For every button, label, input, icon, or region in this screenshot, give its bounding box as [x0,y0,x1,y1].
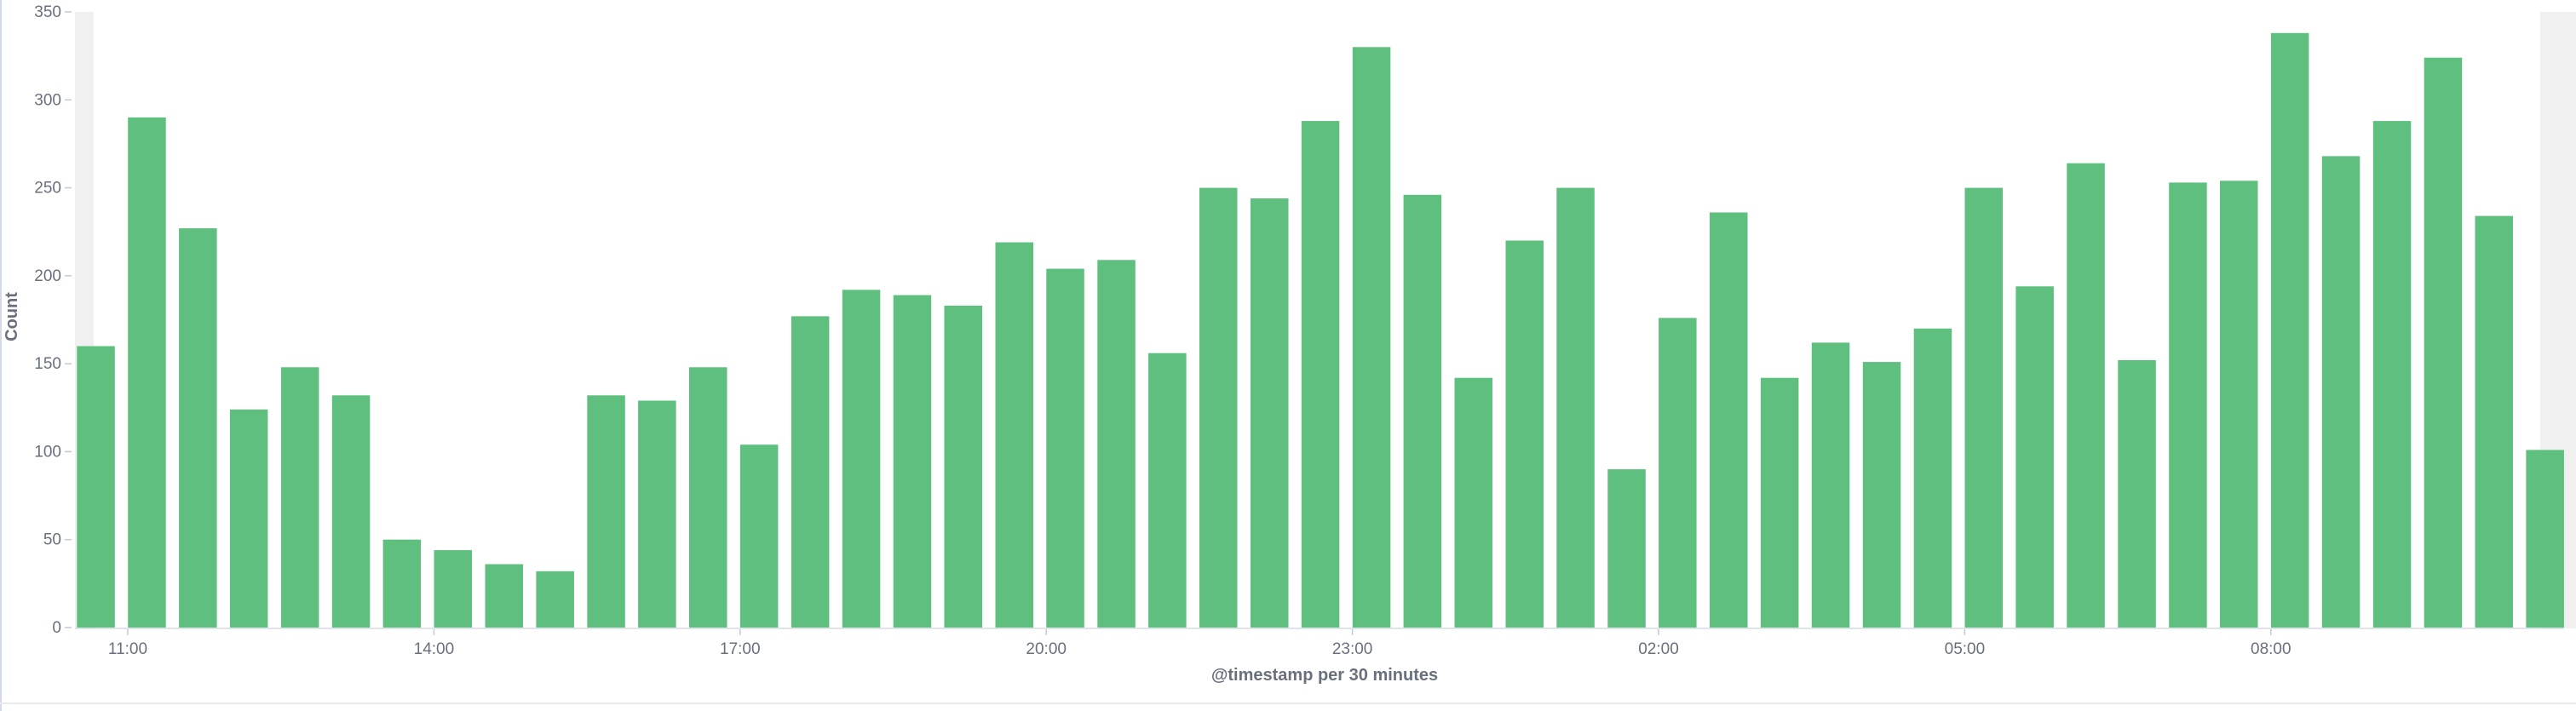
bar[interactable] [893,295,932,628]
y-tick-label: 200 [34,267,61,285]
bar[interactable] [382,539,422,628]
bar[interactable] [1760,377,1799,628]
bar[interactable] [995,242,1034,628]
bar[interactable] [638,400,676,628]
y-tick-label: 250 [34,180,61,198]
y-tick-label: 0 [52,619,61,637]
x-tick-label: 23:00 [1332,640,1373,658]
bar[interactable] [2067,163,2105,628]
y-axis-title: Count [3,292,21,341]
bar[interactable] [1607,469,1646,628]
y-tick-label: 50 [43,531,61,549]
bar[interactable] [842,290,881,628]
bar[interactable] [2169,182,2207,628]
y-tick-label: 100 [34,443,61,461]
bar[interactable] [1811,342,1850,628]
bar[interactable] [944,306,983,628]
bar[interactable] [2270,32,2309,628]
bar[interactable] [587,395,625,628]
bar[interactable] [2372,121,2412,628]
x-axis-title: @timestamp per 30 minutes [1211,666,1438,685]
bar[interactable] [1964,187,2004,628]
bar[interactable] [1659,318,1697,628]
x-tick-label: 17:00 [720,640,761,658]
bar[interactable] [1097,260,1136,628]
bar[interactable] [1862,362,1901,628]
y-tick-label: 350 [34,3,61,21]
bar[interactable] [1913,328,1952,628]
x-tick-label: 11:00 [108,640,147,658]
bar[interactable] [2526,450,2564,628]
x-axis: 11:00 14:00 17:00 20:00 23:00 02:00 05:00 08:00 [75,628,2564,658]
bar[interactable] [739,444,779,628]
bar[interactable] [2220,181,2258,628]
x-tick-label: 02:00 [1638,640,1679,658]
bar-series[interactable] [77,32,2564,628]
bar[interactable] [229,409,268,628]
bar[interactable] [1403,194,1442,628]
bar[interactable] [689,367,727,628]
bar[interactable] [2015,286,2054,628]
x-tick-label: 08:00 [2251,640,2291,658]
x-tick-label: 20:00 [1026,640,1067,658]
bar[interactable] [2321,156,2360,628]
bar[interactable] [1046,268,1084,628]
y-axis: 0 50 100 150 200 250 300 350 [34,3,72,637]
bar[interactable] [77,346,115,628]
bar[interactable] [1148,353,1187,628]
bar[interactable] [2475,215,2514,628]
bar[interactable] [331,395,371,628]
bar[interactable] [1710,212,1748,628]
y-tick-label: 150 [34,355,61,373]
bar[interactable] [1199,187,1238,628]
bar[interactable] [485,564,524,628]
bar[interactable] [1454,377,1493,628]
x-tick-label: 14:00 [414,640,455,658]
bar[interactable] [536,571,574,628]
bar[interactable] [2118,360,2156,628]
bar[interactable] [1505,240,1544,628]
bar[interactable] [434,550,473,628]
bar[interactable] [1352,47,1391,628]
y-tick-label: 300 [34,91,61,109]
bar[interactable] [2424,57,2463,628]
bar[interactable] [179,228,217,628]
x-tick-label: 05:00 [1945,640,1986,658]
bar[interactable] [1301,121,1340,628]
bar[interactable] [791,316,830,628]
bar[interactable] [280,367,319,628]
bar[interactable] [1251,198,1289,628]
bar[interactable] [128,117,166,628]
bar[interactable] [1556,187,1595,628]
